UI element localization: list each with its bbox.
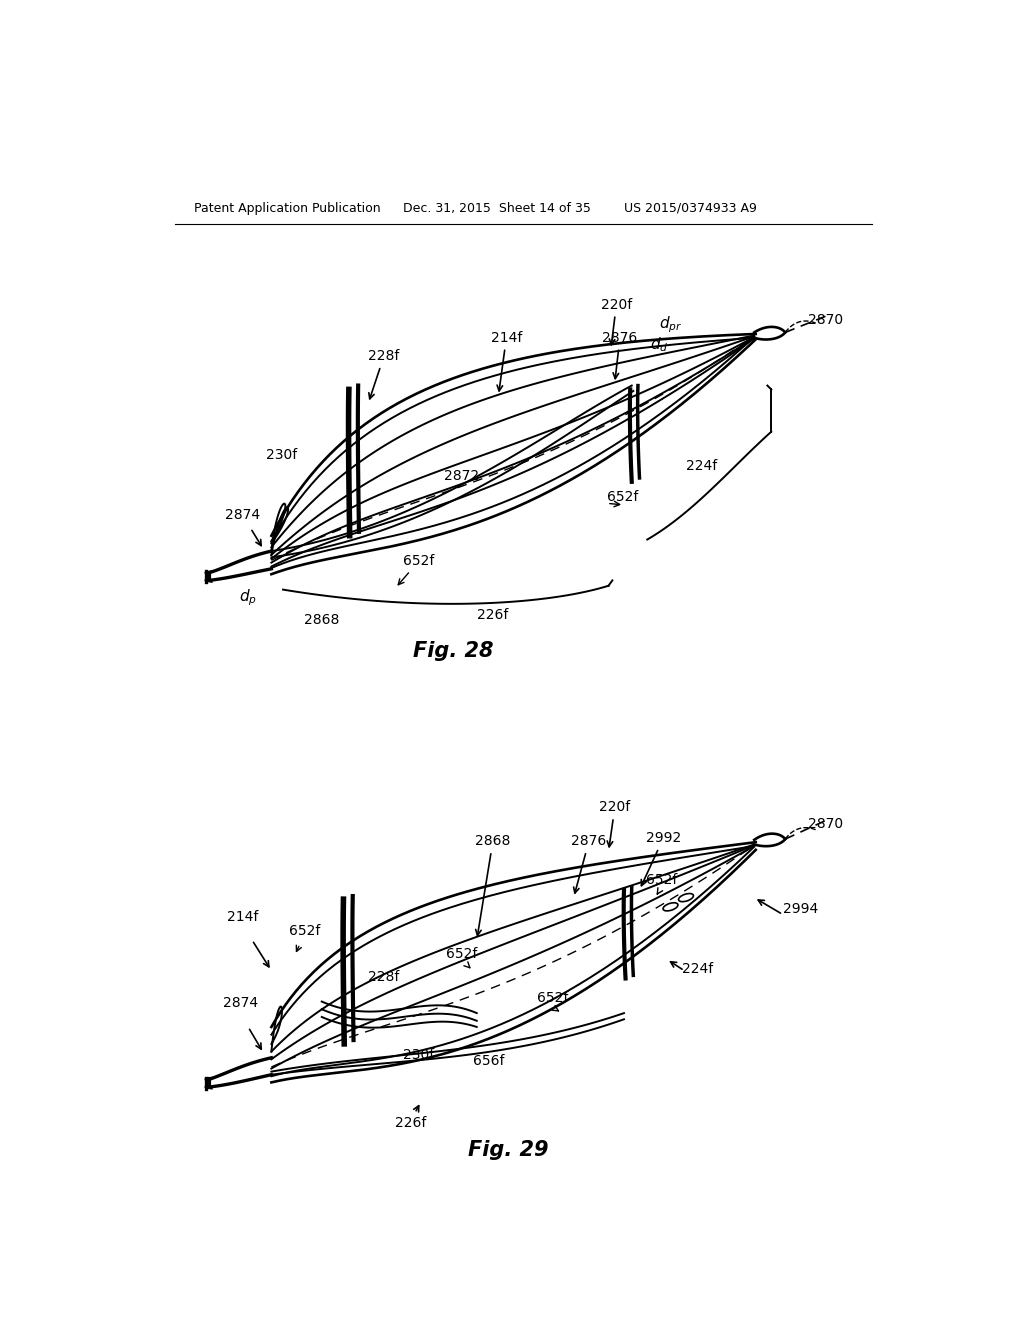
Text: 652f: 652f: [645, 873, 677, 887]
Text: 224f: 224f: [682, 962, 714, 975]
Text: 652f: 652f: [289, 924, 321, 937]
Text: 652f: 652f: [537, 990, 568, 1005]
Text: 2870: 2870: [809, 313, 844, 327]
Text: 2874: 2874: [223, 995, 258, 1010]
Text: 220f: 220f: [599, 800, 631, 847]
Text: 230f: 230f: [403, 1048, 434, 1063]
Text: 2870: 2870: [809, 817, 844, 832]
Text: Fig. 29: Fig. 29: [468, 1139, 548, 1159]
Text: 230f: 230f: [265, 447, 297, 462]
Text: 2992: 2992: [641, 832, 681, 886]
Text: 2994: 2994: [783, 902, 818, 916]
Text: 2876: 2876: [602, 331, 638, 379]
Text: Dec. 31, 2015  Sheet 14 of 35: Dec. 31, 2015 Sheet 14 of 35: [403, 202, 591, 215]
Text: 228f: 228f: [368, 970, 399, 983]
Text: 2874: 2874: [225, 508, 260, 521]
Text: $d_d$: $d_d$: [650, 335, 669, 354]
Text: Fig. 28: Fig. 28: [414, 642, 494, 661]
Ellipse shape: [679, 894, 693, 902]
Text: 652f: 652f: [398, 554, 434, 585]
Text: 2872: 2872: [443, 470, 479, 483]
Text: 2868: 2868: [304, 614, 339, 627]
Text: 2876: 2876: [571, 834, 606, 894]
Text: 2868: 2868: [475, 834, 511, 936]
Text: 226f: 226f: [395, 1115, 427, 1130]
Ellipse shape: [664, 903, 678, 911]
Text: 224f: 224f: [686, 459, 717, 474]
Text: 656f: 656f: [473, 1055, 504, 1068]
Text: US 2015/0374933 A9: US 2015/0374933 A9: [624, 202, 757, 215]
Text: 214f: 214f: [490, 331, 522, 391]
Text: 652f: 652f: [445, 946, 477, 961]
Text: 220f: 220f: [601, 297, 632, 345]
Text: $d_{pr}$: $d_{pr}$: [658, 314, 682, 334]
Text: $d_p$: $d_p$: [240, 587, 257, 607]
Text: 214f: 214f: [227, 909, 258, 924]
Text: 228f: 228f: [369, 350, 399, 399]
Text: 652f: 652f: [607, 490, 638, 504]
Text: Patent Application Publication: Patent Application Publication: [194, 202, 381, 215]
Text: 226f: 226f: [476, 607, 508, 622]
